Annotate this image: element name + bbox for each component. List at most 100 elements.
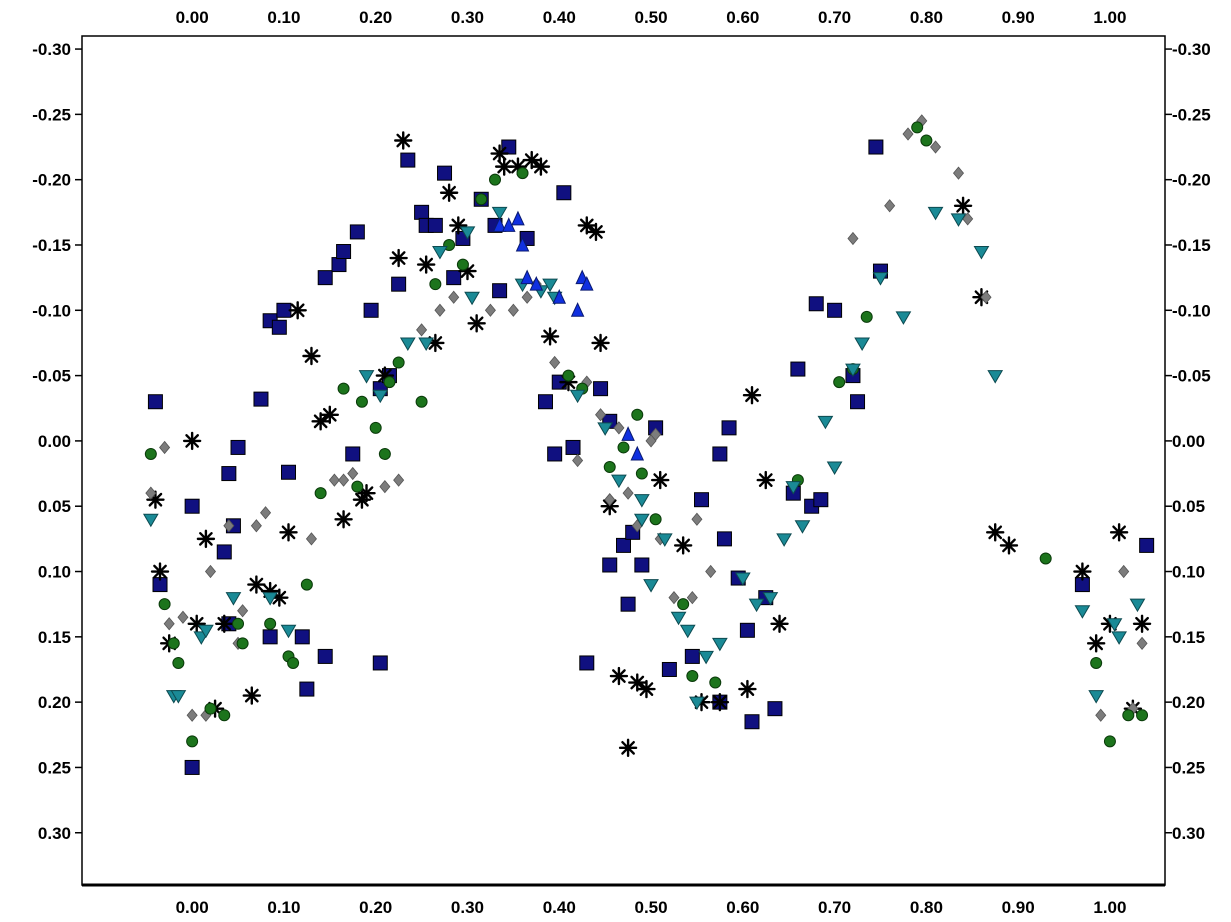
data-point-asterisk [637, 679, 656, 699]
data-point-circle [429, 278, 442, 291]
data-point-asterisk [311, 412, 330, 431]
data-point-triangle-down [785, 481, 802, 495]
data-point-circle [456, 258, 469, 271]
data-point-triangle-up [492, 217, 507, 232]
data-point-square [294, 629, 310, 645]
data-point-diamond [572, 453, 584, 468]
data-point-square [400, 152, 416, 168]
data-point-square [813, 492, 829, 508]
x-tick-label-top: 0.10 [267, 8, 300, 27]
x-tick-label-top: 0.20 [359, 8, 392, 27]
data-point-triangle-down [748, 598, 765, 613]
data-point-asterisk [953, 196, 973, 216]
x-tick-label-top: 0.60 [726, 8, 759, 27]
data-point-triangle-down [794, 520, 811, 534]
data-point-diamond [177, 610, 189, 624]
data-point-asterisk [334, 510, 353, 529]
data-point-asterisk [196, 529, 216, 549]
data-point-asterisk [394, 131, 413, 150]
data-point-diamond [145, 486, 157, 500]
data-point-diamond [549, 355, 561, 370]
data-point-triangle-up [630, 445, 645, 461]
x-tick-label-top: 0.70 [818, 8, 851, 27]
x-tick-label-top: 1.00 [1093, 8, 1126, 27]
data-point-square [147, 394, 163, 410]
data-point-circle [1090, 656, 1103, 669]
data-point-square [602, 557, 618, 573]
data-point-triangle-up [552, 289, 567, 304]
data-point-circle [392, 356, 405, 369]
y-tick-label-left: -0.30 [32, 40, 71, 59]
data-point-triangle-down [280, 624, 297, 639]
y-ticks-left: -0.30 -0.25 -0.20 -0.15 -0.10 -0.05 0.00 0.05 0.… [32, 40, 82, 843]
data-point-diamond [604, 493, 616, 507]
data-point-triangle-down [776, 533, 792, 547]
data-point-square [216, 544, 232, 560]
data-point-triangle-down [689, 696, 705, 711]
data-point-triangle-down [399, 337, 416, 351]
x-ticks-bottom: 0.00 0.10 0.20 0.30 0.40 0.50 0.60 0.70 0.80 0.90… [176, 898, 1127, 917]
data-point-square [684, 648, 700, 664]
data-point-circle [287, 656, 300, 669]
data-point-diamond [902, 127, 914, 141]
y-tick-label-left: -0.25 [32, 105, 71, 124]
data-point-asterisk [1086, 634, 1106, 653]
x-tick-label-bottom: 0.00 [176, 898, 209, 917]
data-point-square [427, 217, 443, 233]
data-point-diamond [1118, 564, 1130, 579]
data-point-square [262, 629, 278, 645]
data-point-diamond [650, 427, 662, 442]
x-tick-label-bottom: 0.60 [726, 898, 759, 917]
data-point-square [616, 537, 631, 553]
y-tick-label-right: -0.10 [1172, 301, 1211, 320]
data-point-circle [631, 408, 644, 421]
data-point-diamond [980, 290, 992, 304]
data-point-triangle-down [597, 422, 614, 436]
data-point-circle [369, 421, 382, 434]
data-point-square [345, 446, 361, 462]
y-tick-label-left: -0.05 [32, 367, 71, 386]
data-point-circle [686, 670, 699, 683]
data-point-square [1139, 537, 1155, 553]
data-point-triangle-down [170, 690, 187, 704]
data-point-diamond [484, 303, 496, 317]
data-point-asterisk [586, 222, 606, 242]
data-point-diamond [416, 323, 428, 337]
x-tick-label-bottom: 0.80 [910, 898, 943, 917]
data-point-triangle-down [845, 363, 861, 378]
data-point-square [712, 446, 728, 462]
data-point-triangle-down [895, 311, 912, 325]
data-point-diamond [347, 466, 359, 481]
data-point-diamond [448, 290, 460, 304]
data-point-circle [709, 676, 722, 689]
data-point-asterisk [618, 738, 638, 758]
data-point-diamond [338, 473, 350, 487]
data-point-asterisk [651, 470, 670, 490]
data-point-triangle-down [711, 637, 728, 652]
data-point-square [221, 466, 237, 482]
data-point-circle [489, 173, 502, 186]
data-point-asterisk [522, 150, 541, 170]
data-point-diamond [686, 591, 698, 605]
y-tick-label-right: -0.15 [1172, 236, 1211, 255]
data-point-triangle-up [580, 275, 594, 291]
data-point-triangle-down [872, 272, 889, 286]
data-point-triangle-down [432, 246, 448, 260]
x-tick-label-bottom: 0.20 [359, 898, 392, 917]
data-point-diamond [622, 486, 634, 500]
data-point-circle [314, 487, 327, 500]
data-point-square [716, 531, 732, 547]
x-tick-label-top: 0.80 [910, 8, 943, 27]
data-point-triangle-down [643, 579, 659, 593]
data-point-asterisk [150, 562, 170, 581]
data-point-square [547, 446, 563, 462]
data-point-square [363, 302, 379, 318]
y-tick-label-left: 0.00 [38, 432, 71, 451]
plot-frame [81, 35, 1166, 886]
data-point-asterisk [215, 614, 234, 633]
data-point-circle [649, 513, 662, 526]
data-point-diamond [884, 199, 896, 213]
data-point-circle [232, 617, 245, 630]
data-point-square [446, 270, 462, 286]
data-point-diamond [962, 212, 974, 226]
